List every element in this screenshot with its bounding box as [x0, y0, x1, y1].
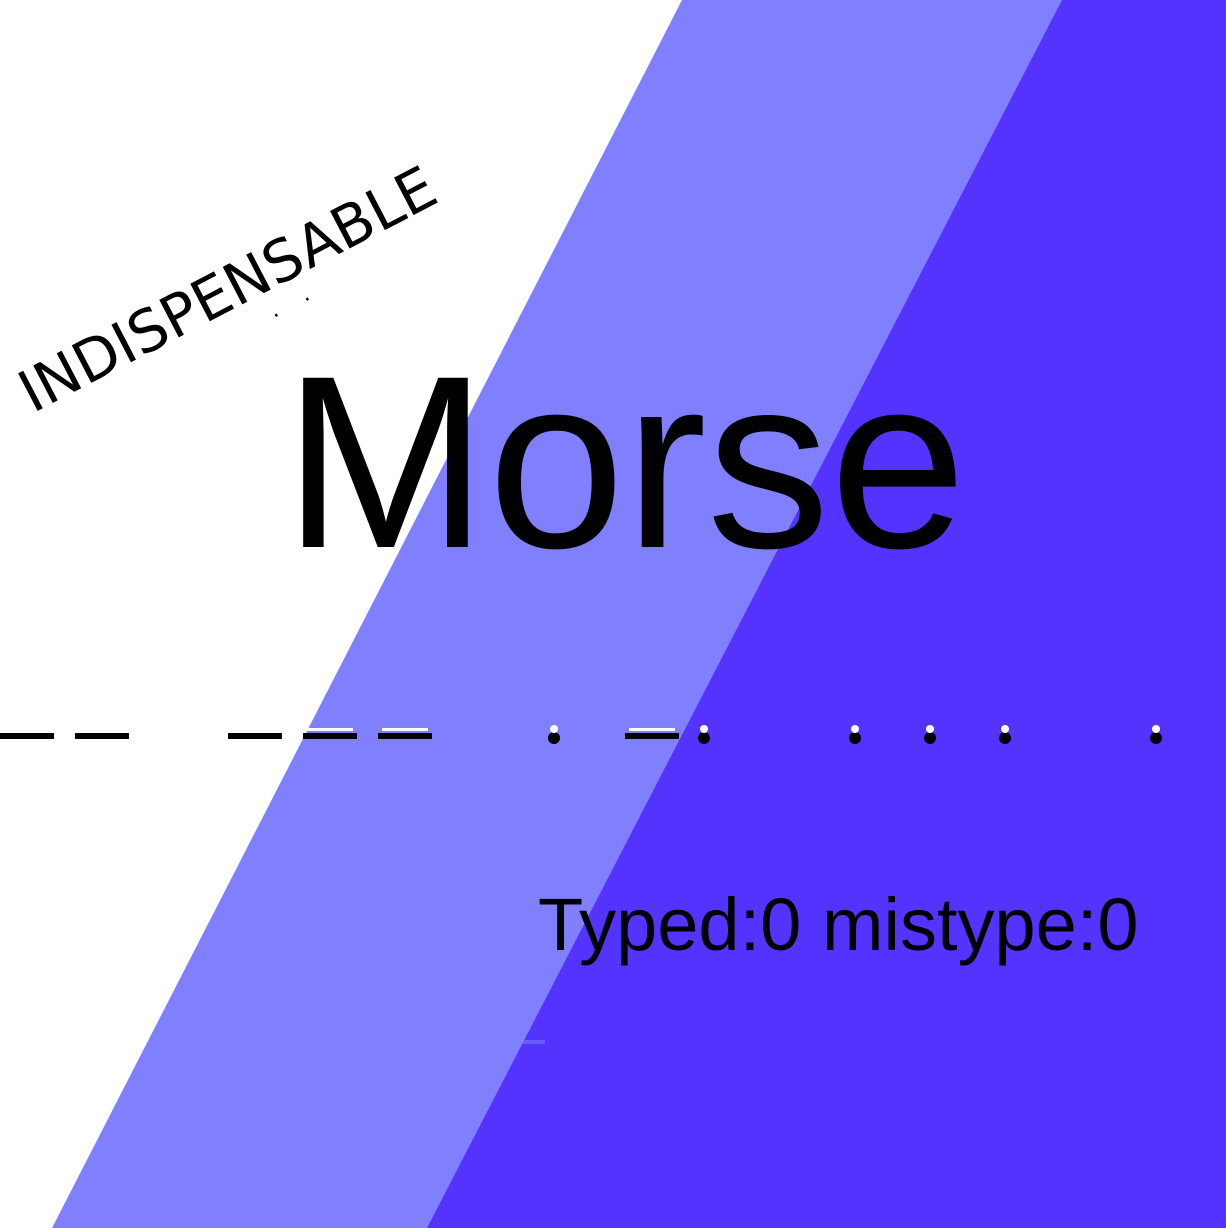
typed-label: Typed:	[538, 883, 761, 966]
band-dark	[427, 0, 1226, 1228]
morse-dash	[0, 733, 54, 739]
morse-dot-highlight	[851, 725, 859, 733]
morse-dot	[999, 732, 1011, 744]
morse-dash-highlight	[307, 728, 353, 731]
typed-count: 0	[760, 883, 802, 966]
target-word: Morse	[283, 325, 967, 600]
morse-dash-highlight	[4, 728, 50, 731]
morse-dot-highlight	[926, 725, 934, 733]
score-line: Typed:0 mistype:0	[538, 885, 1139, 965]
mistype-label: mistype:	[821, 883, 1098, 966]
morse-dash-highlight	[629, 728, 675, 731]
morse-dot	[698, 732, 710, 744]
band-glitch	[155, 1040, 545, 1044]
morse-dot-highlight	[1152, 725, 1160, 733]
morse-dash-highlight	[232, 728, 278, 731]
morse-dot	[1150, 732, 1162, 744]
morse-dot	[548, 732, 560, 744]
morse-dash-highlight	[382, 728, 428, 731]
morse-dash-highlight	[79, 728, 125, 731]
morse-code-row	[0, 725, 1162, 744]
morse-dot	[849, 732, 861, 744]
morse-dot-highlight	[550, 725, 558, 733]
morse-dash	[625, 733, 679, 739]
morse-dash	[378, 733, 432, 739]
morse-dash	[303, 733, 357, 739]
mistype-count: 0	[1097, 883, 1139, 966]
morse-dot-highlight	[1001, 725, 1009, 733]
morse-dot	[924, 732, 936, 744]
morse-dot-highlight	[700, 725, 708, 733]
morse-dash	[228, 733, 282, 739]
morse-dash	[75, 733, 129, 739]
